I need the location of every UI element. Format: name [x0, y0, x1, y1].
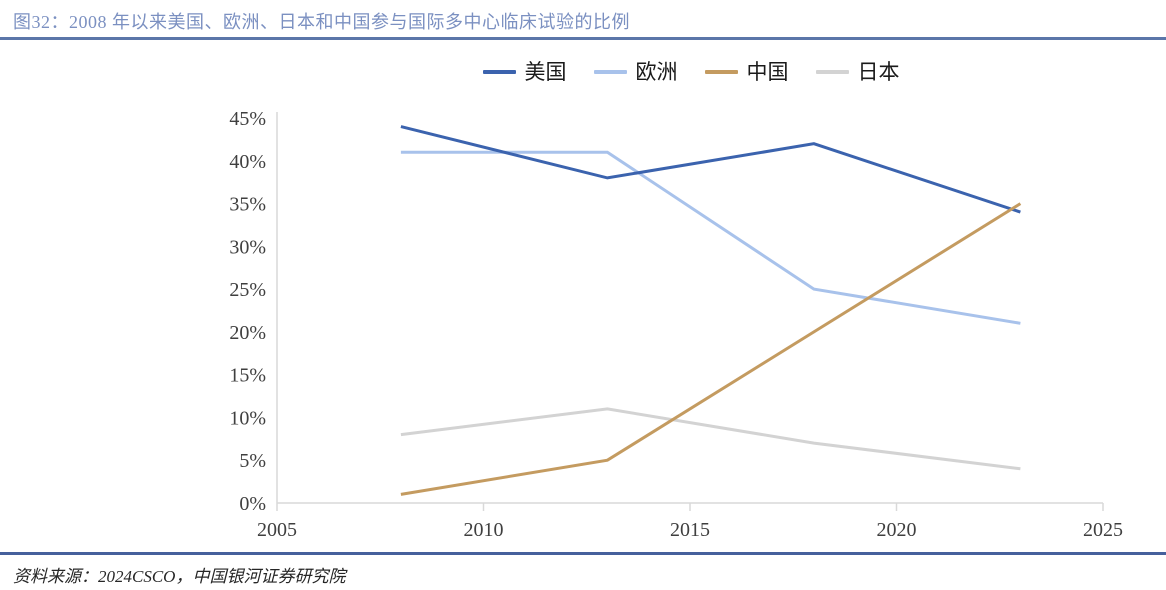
y-tick-label-25: 25%: [229, 279, 266, 301]
legend-item-欧洲: 欧洲: [593, 60, 678, 84]
legend-label: 美国: [524, 60, 567, 84]
x-tick-label-2025: 2025: [1083, 519, 1123, 541]
series-line-日本: [400, 407, 1021, 471]
y-tick-label-45: 45%: [229, 108, 266, 130]
legend-marker-中国: [704, 70, 738, 74]
x-tick-label-2010: 2010: [464, 519, 504, 541]
y-tick-label-15: 15%: [229, 365, 266, 387]
legend-marker-日本: [815, 70, 849, 74]
y-tick-label-35: 35%: [229, 194, 266, 216]
series-line-欧洲: [400, 150, 1021, 325]
chart-legend: 美国 欧洲 中国 日本: [278, 57, 1104, 87]
y-tick-label-40: 40%: [229, 151, 266, 173]
y-tick-label-20: 20%: [229, 322, 266, 344]
y-tick-label-0: 0%: [239, 493, 266, 515]
legend-item-美国: 美国: [482, 60, 567, 84]
y-tick-label-5: 5%: [239, 450, 266, 472]
source-note: 资料来源：2024CSCO，中国银河证券研究院: [13, 567, 346, 586]
x-tick-label-2015: 2015: [670, 519, 710, 541]
legend-label: 日本: [857, 60, 900, 84]
legend-item-日本: 日本: [815, 60, 900, 84]
series-line-美国: [400, 125, 1021, 214]
legend-item-中国: 中国: [704, 60, 789, 84]
legend-marker-美国: [482, 70, 516, 74]
header-divider: [0, 37, 1166, 40]
y-tick-label-10: 10%: [229, 407, 266, 429]
footer-divider: [0, 552, 1166, 555]
legend-label: 中国: [746, 60, 789, 84]
figure-title: 图32：2008 年以来美国、欧洲、日本和中国参与国际多中心临床试验的比例: [13, 12, 630, 32]
series-line-中国: [400, 202, 1022, 496]
legend-marker-欧洲: [593, 70, 627, 74]
y-tick-label-30: 30%: [229, 236, 266, 258]
legend-label: 欧洲: [635, 60, 678, 84]
x-tick-label-2020: 2020: [877, 519, 917, 541]
x-tick-label-2005: 2005: [257, 519, 297, 541]
